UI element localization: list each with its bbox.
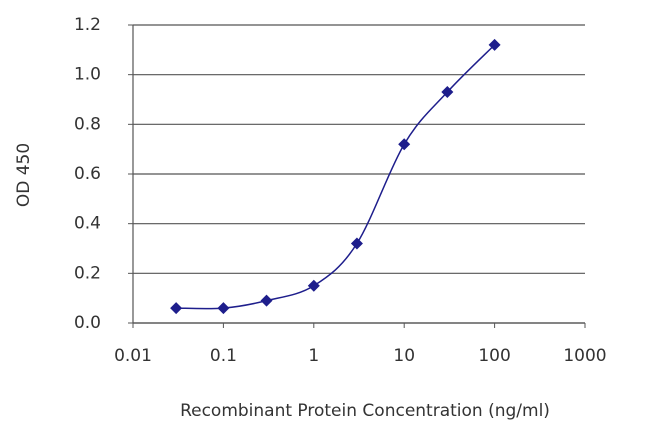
y-tick-label: 0.2: [74, 263, 101, 283]
marker: [170, 302, 183, 315]
x-tick-label: 0.01: [114, 346, 152, 366]
marker: [488, 38, 501, 51]
y-tick-label: 0.0: [74, 313, 101, 333]
marker: [217, 302, 230, 315]
marker: [307, 279, 320, 292]
x-tick-label: 1000: [563, 346, 606, 366]
y-tick-label: 0.8: [74, 114, 101, 134]
marker: [260, 294, 273, 307]
x-tick-label: 10: [393, 346, 415, 366]
y-tick-label: 0.6: [74, 164, 101, 184]
y-tick-label: 1.2: [74, 15, 101, 35]
x-axis-title: Recombinant Protein Concentration (ng/ml…: [180, 401, 550, 421]
x-tick-label: 0.1: [210, 346, 237, 366]
x-tick-label: 1: [308, 346, 319, 366]
marker: [441, 86, 454, 99]
marker: [350, 237, 363, 250]
y-tick-label: 0.4: [74, 214, 101, 234]
line: [176, 44, 496, 310]
x-tick-label: 100: [478, 346, 510, 366]
marker: [398, 138, 411, 151]
y-tick-label: 1.0: [74, 65, 101, 85]
y-axis-title: OD 450: [14, 143, 34, 207]
